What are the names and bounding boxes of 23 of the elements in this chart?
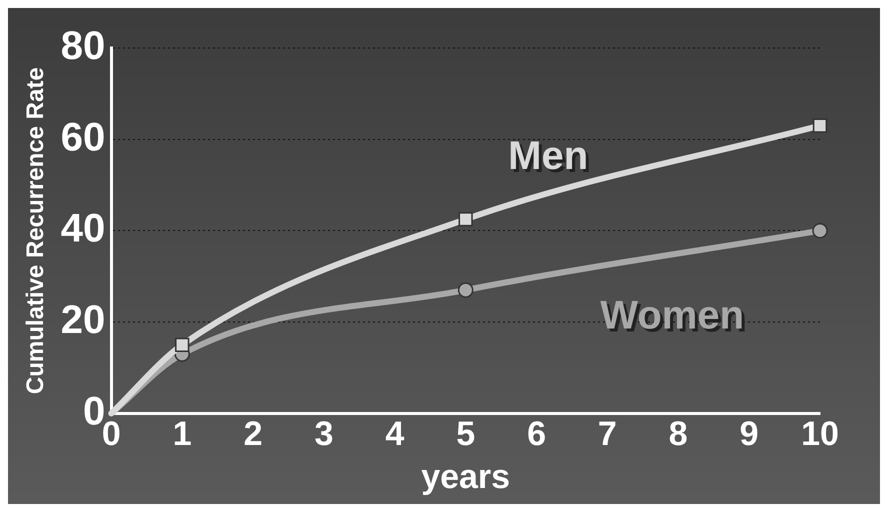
x-tick-label: 10 (801, 415, 839, 454)
x-tick-label: 1 (172, 415, 192, 454)
x-tick-label: 6 (527, 415, 546, 454)
y-axis-title: Cumulative Recurrence Rate (22, 67, 50, 394)
x-tick-label: 2 (244, 415, 262, 454)
point (175, 338, 190, 352)
y-tick-label: 40 (60, 206, 106, 251)
x-tick-label: 7 (598, 415, 617, 454)
series-label: Women (600, 294, 744, 338)
x-axis-title: years (421, 458, 510, 496)
x-tick-label: 5 (456, 415, 476, 454)
point (812, 118, 828, 133)
x-tick-label: 8 (668, 415, 688, 454)
point (812, 222, 828, 238)
series-label: Men (511, 137, 592, 182)
point (458, 282, 474, 298)
y-tick-label: 20 (60, 298, 106, 342)
y-tick-label: 60 (60, 115, 106, 160)
y-tick-label: 80 (60, 24, 106, 68)
point (458, 212, 473, 226)
x-tick-label: 3 (314, 415, 334, 454)
x-tick-label: 4 (385, 415, 404, 454)
x-tick-label: 9 (740, 415, 759, 454)
